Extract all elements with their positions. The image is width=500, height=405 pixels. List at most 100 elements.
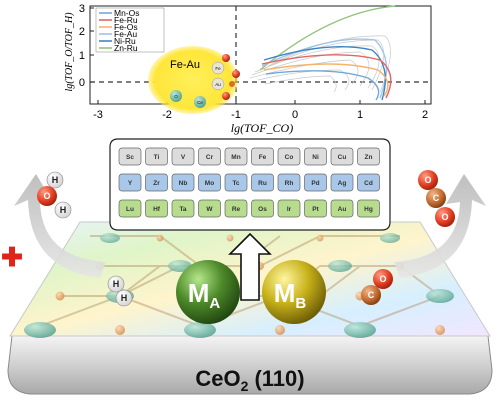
- curve-mn-os: [265, 70, 380, 101]
- plot-background-curves: [249, 35, 391, 93]
- element-symbol: Lu: [126, 206, 134, 213]
- periodic-table-panel: Sc Ti V Cr Mn Fe Co Ni Cu Zn Y Zr Nb Mo Tc Ru Rh Pd Ag Cd Lu…: [109, 138, 391, 231]
- y-tick-label: 2: [79, 26, 85, 38]
- water-molecule: H O H: [37, 171, 72, 219]
- element-symbol: Mn: [231, 154, 240, 161]
- inset-atom-label: Au: [215, 82, 221, 87]
- element-tile-cd: [357, 173, 380, 192]
- inset-atom-label: Fe: [215, 66, 221, 71]
- slab-side: [7, 335, 493, 395]
- element-symbol: Os: [258, 206, 267, 213]
- co-molecule: O C: [361, 269, 393, 305]
- element-tile-mo: [198, 173, 221, 192]
- oxygen-atom-label: O: [379, 274, 386, 284]
- hydrogen-atom: [46, 171, 64, 189]
- x-axis-label: lg(TOF_CO): [231, 121, 293, 135]
- element-symbol: Fe: [259, 154, 267, 161]
- metal-b-symbol: M: [274, 278, 296, 308]
- element-symbol: Sc: [126, 154, 134, 161]
- slab-label: CeO2 (110): [195, 366, 304, 394]
- element-symbol: Rh: [285, 180, 294, 187]
- x-tick-label: -3: [93, 109, 103, 121]
- element-symbol: Zr: [153, 180, 160, 187]
- element-symbol: Re: [232, 206, 241, 213]
- curve-zn-ru: [259, 5, 396, 71]
- element-tile-lu: [118, 199, 142, 218]
- element-symbol: Y: [128, 180, 133, 187]
- metal-b-label: MB: [274, 278, 307, 312]
- element-tile-ag: [330, 173, 354, 192]
- x-tick-label: -1: [231, 109, 241, 121]
- element-symbol: Tc: [232, 180, 239, 187]
- co2-molecule: O C O: [418, 170, 455, 227]
- element-tile-hf: [145, 199, 168, 218]
- legend-label: Fe-Au: [114, 29, 137, 39]
- oxygen-atom: [37, 186, 57, 206]
- legend-label: Ni-Ru: [114, 36, 136, 46]
- y-axis-label: lg(TOF_O/TOF_H): [64, 12, 75, 92]
- element-symbol: Ir: [287, 206, 292, 213]
- hydrogen-atom: [115, 289, 133, 307]
- element-tile-ni: [304, 147, 327, 166]
- element-symbol: Cd: [364, 180, 373, 187]
- metal-b-sub: B: [295, 295, 306, 312]
- carbon-atom: [426, 188, 446, 208]
- element-tile-zr: [145, 173, 168, 192]
- hydrogen-atom: [54, 201, 72, 219]
- plot-legend: Mn-Os Fe-Ru Fe-Os Fe-Au Ni-Ru Zn-Ru: [95, 7, 165, 53]
- metal-b-sphere: MB: [262, 260, 326, 324]
- element-symbol: Mo: [205, 180, 214, 187]
- element-tile-v: [171, 147, 195, 166]
- y-tick-label: 1: [79, 50, 85, 62]
- reaction-arrows: [14, 174, 486, 278]
- hydrogen-atom-label: H: [113, 279, 120, 289]
- element-tile-nb: [171, 173, 195, 192]
- x-tick-label: 1: [357, 109, 363, 121]
- element-symbol: Cu: [338, 154, 347, 161]
- metal-a-sub: A: [209, 295, 220, 312]
- element-symbol: V: [181, 154, 186, 161]
- element-tile-co: [277, 147, 301, 166]
- oxygen-atom: [418, 170, 438, 190]
- minus-sign: ✚: [1, 242, 23, 272]
- element-symbol: Ag: [338, 180, 347, 187]
- legend-label: Zn-Ru: [114, 43, 138, 53]
- oxygen-atom-label: O: [441, 212, 448, 222]
- hydrogen-atom-label: H: [60, 205, 67, 215]
- right-curved-arrow: [394, 174, 486, 278]
- element-symbol: Nb: [179, 180, 188, 187]
- element-tile-cr: [198, 147, 221, 166]
- element-tile-ta: [171, 199, 195, 218]
- element-symbol: Pd: [311, 180, 319, 187]
- element-tile-tc: [224, 173, 248, 192]
- metal-a-label: MA: [188, 278, 221, 312]
- legend-box: [95, 7, 165, 53]
- activity-selectivity-plot: -3 -2 -1 0 1 2 0 1 2 3 lg(TOF_CO) lg(TOF…: [64, 3, 432, 135]
- x-tick-label: -2: [162, 109, 172, 121]
- metal-a-symbol: M: [188, 278, 210, 308]
- legend-label: Fe-Ru: [114, 15, 138, 25]
- carbon-atom-label: C: [368, 290, 375, 300]
- element-tile-y: [118, 173, 142, 192]
- element-tile-hg: [357, 199, 380, 218]
- inset-atom-label: O: [174, 94, 178, 99]
- element-tile-fe: [251, 147, 274, 166]
- element-tile-sc: [118, 147, 142, 166]
- legend-label: Fe-Os: [114, 22, 138, 32]
- hydrogen-atom-label: H: [52, 175, 59, 185]
- carbon-atom-label: C: [433, 193, 440, 203]
- element-tile-zn: [357, 147, 380, 166]
- legend-label: Mn-Os: [114, 8, 140, 18]
- y-tick-label: 3: [79, 3, 85, 15]
- element-symbol: Zn: [365, 154, 373, 161]
- hydrogen-atom-label: H: [121, 293, 128, 303]
- metal-a-sphere: MA: [176, 260, 240, 324]
- up-arrow: [228, 232, 272, 301]
- element-symbol: Co: [285, 154, 294, 161]
- slab-label-sub: 2: [241, 378, 249, 394]
- element-symbol: Au: [338, 206, 347, 213]
- element-tile-mn: [224, 147, 248, 166]
- element-symbol: Cr: [206, 154, 214, 161]
- carbon-atom: [361, 285, 381, 305]
- curve-fe-os: [263, 63, 389, 97]
